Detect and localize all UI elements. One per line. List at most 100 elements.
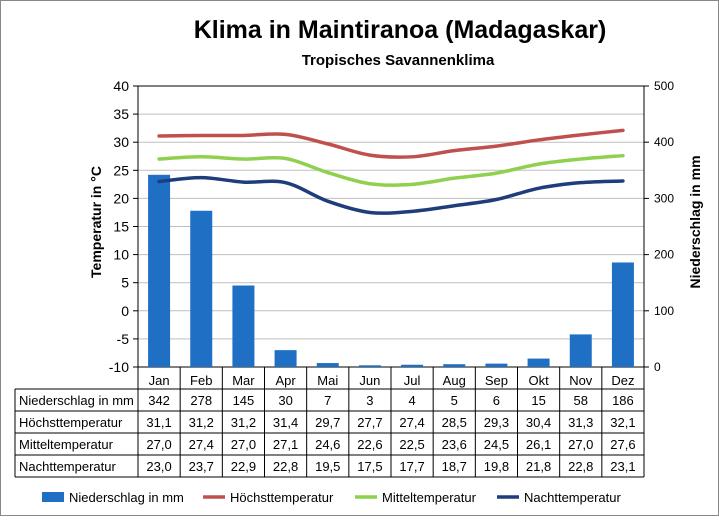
table-cell: 27,0 bbox=[568, 437, 593, 452]
table-row-header: Niederschlag in mm bbox=[19, 393, 134, 408]
table-cell: 31,4 bbox=[273, 415, 298, 430]
table-cell: 28,5 bbox=[442, 415, 467, 430]
table-row-header: Nachttemperatur bbox=[19, 459, 116, 474]
table-cell: 24,6 bbox=[315, 437, 340, 452]
right-tick-label: 100 bbox=[654, 304, 674, 318]
table-cell: 27,7 bbox=[357, 415, 382, 430]
table-cell: 26,1 bbox=[526, 437, 551, 452]
left-tick-label: 35 bbox=[113, 106, 129, 122]
table-cell: 21,8 bbox=[526, 459, 551, 474]
table-cell: 23,1 bbox=[610, 459, 635, 474]
table-cell: 22,5 bbox=[399, 437, 424, 452]
table-cell: 15 bbox=[531, 393, 545, 408]
left-tick-label: 30 bbox=[113, 134, 129, 150]
table-row-header: Mitteltemperatur bbox=[19, 437, 114, 452]
table-cell: 22,8 bbox=[568, 459, 593, 474]
right-tick-label: 200 bbox=[654, 248, 674, 262]
right-tick-label: 0 bbox=[654, 360, 661, 374]
table-cell: 29,7 bbox=[315, 415, 340, 430]
table-cell: 29,3 bbox=[484, 415, 509, 430]
left-tick-label: 10 bbox=[113, 247, 129, 263]
chart-title: Klima in Maintiranoa (Madagaskar) bbox=[194, 16, 607, 44]
right-tick-label: 300 bbox=[654, 191, 674, 205]
left-tick-label: 25 bbox=[113, 162, 129, 178]
table-cell: 27,4 bbox=[189, 437, 214, 452]
table-cell: 4 bbox=[408, 393, 415, 408]
bar-niederschlag bbox=[274, 350, 297, 367]
bar-niederschlag bbox=[401, 364, 424, 367]
table-cell: 22,8 bbox=[273, 459, 298, 474]
table-cell: 27,0 bbox=[146, 437, 171, 452]
table-cell: 17,7 bbox=[399, 459, 424, 474]
left-axis-label: Temperatur in °C bbox=[88, 166, 104, 278]
left-tick-label: 40 bbox=[113, 78, 129, 94]
table-cell: 145 bbox=[233, 393, 255, 408]
bar-niederschlag bbox=[190, 210, 213, 367]
legend-label: Nachttemperatur bbox=[524, 490, 621, 505]
table-cell: 27,4 bbox=[399, 415, 424, 430]
x-tick-label: Apr bbox=[275, 373, 296, 388]
legend: Niederschlag in mm Höchsttemperatur Mittel… bbox=[42, 490, 621, 505]
table-cell: 23,0 bbox=[146, 459, 171, 474]
bar-niederschlag bbox=[485, 363, 508, 367]
left-tick-label: 15 bbox=[113, 219, 129, 235]
x-tick-label: Jan bbox=[149, 373, 170, 388]
series-line bbox=[157, 175, 625, 215]
left-tick-label: -5 bbox=[117, 331, 130, 347]
x-tick-label: Okt bbox=[528, 373, 549, 388]
x-tick-label: Nov bbox=[569, 373, 593, 388]
x-tick-label: Mai bbox=[317, 373, 338, 388]
x-tick-label: Dez bbox=[611, 373, 634, 388]
legend-swatch bbox=[42, 492, 64, 502]
bar-niederschlag bbox=[611, 262, 634, 367]
table-row-header: Höchsttemperatur bbox=[19, 415, 123, 430]
table-cell: 19,8 bbox=[484, 459, 509, 474]
table-cell: 31,3 bbox=[568, 415, 593, 430]
legend-label: Höchsttemperatur bbox=[230, 490, 334, 505]
table-cell: 31,1 bbox=[146, 415, 171, 430]
bar-niederschlag bbox=[443, 364, 466, 367]
right-axis-label: Niederschlag in mm bbox=[687, 155, 703, 288]
left-tick-label: 0 bbox=[121, 303, 129, 319]
bar-niederschlag bbox=[316, 363, 339, 367]
table-cell: 186 bbox=[612, 393, 634, 408]
left-tick-label: 20 bbox=[113, 190, 129, 206]
table-cell: 17,5 bbox=[357, 459, 382, 474]
table-cell: 7 bbox=[324, 393, 331, 408]
table-cell: 22,6 bbox=[357, 437, 382, 452]
table-cell: 32,1 bbox=[610, 415, 635, 430]
bar-niederschlag bbox=[232, 285, 255, 367]
left-tick-label: -10 bbox=[109, 359, 129, 375]
table-cell: 342 bbox=[148, 393, 170, 408]
table-cell: 6 bbox=[493, 393, 500, 408]
bar-niederschlag bbox=[148, 174, 171, 367]
table-cell: 5 bbox=[451, 393, 458, 408]
bar-niederschlag bbox=[358, 365, 381, 367]
table-cell: 30 bbox=[278, 393, 292, 408]
right-tick-label: 400 bbox=[654, 135, 674, 149]
chart-subtitle: Tropisches Savannenklima bbox=[302, 52, 495, 69]
table-cell: 27,1 bbox=[273, 437, 298, 452]
table-cell: 31,2 bbox=[231, 415, 256, 430]
bar-niederschlag bbox=[527, 358, 550, 367]
x-tick-label: Feb bbox=[190, 373, 212, 388]
data-table: Jan Feb Mar Apr Mai Jun Jul Aug Sep Okt Nov Dez Nied… bbox=[14, 367, 645, 478]
table-cell: 27,6 bbox=[610, 437, 635, 452]
x-tick-label: Jul bbox=[404, 373, 421, 388]
table-cell: 278 bbox=[190, 393, 212, 408]
table-cell: 18,7 bbox=[442, 459, 467, 474]
x-tick-label: Aug bbox=[443, 373, 466, 388]
x-tick-label: Mar bbox=[232, 373, 255, 388]
table-cell: 23,7 bbox=[189, 459, 214, 474]
right-tick-label: 500 bbox=[654, 79, 674, 93]
table-cell: 19,5 bbox=[315, 459, 340, 474]
table-cell: 3 bbox=[366, 393, 373, 408]
x-tick-label: Sep bbox=[485, 373, 508, 388]
table-cell: 22,9 bbox=[231, 459, 256, 474]
left-tick-label: 5 bbox=[121, 275, 129, 291]
legend-label: Mitteltemperatur bbox=[382, 490, 477, 505]
table-cell: 30,4 bbox=[526, 415, 551, 430]
x-tick-label: Jun bbox=[359, 373, 380, 388]
